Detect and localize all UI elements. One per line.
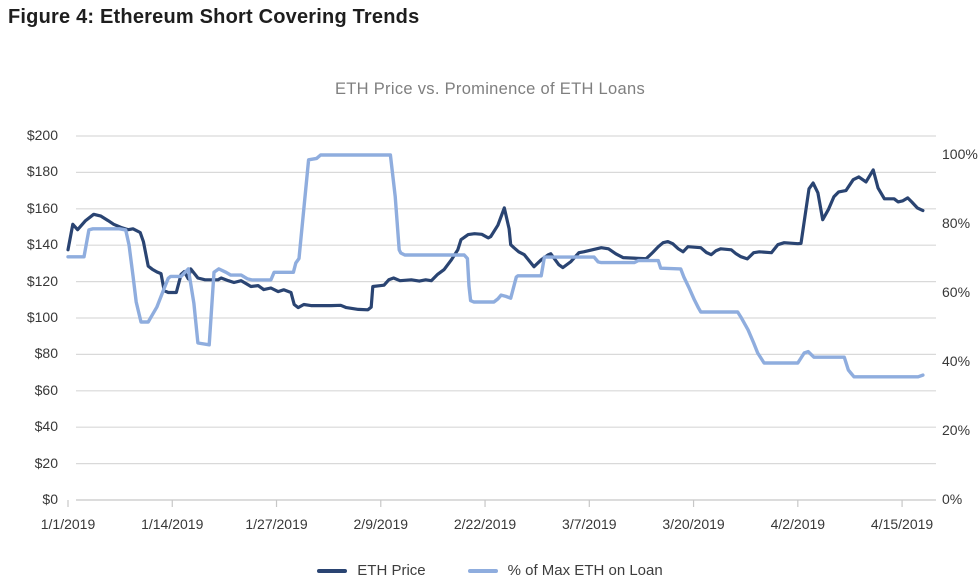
y-axis-left-label: $100 (26, 309, 58, 325)
x-axis-label: 3/7/2019 (562, 516, 617, 532)
y-axis-left-label: $200 (26, 127, 58, 143)
y-axis-right-label: 60% (942, 284, 971, 300)
legend-label-eth-price: ETH Price (357, 562, 426, 579)
y-axis-left-label: $20 (34, 454, 58, 471)
series-line-loan-pct (66, 153, 925, 379)
legend-item-loan-pct: % of Max ETH on Loan (467, 562, 663, 579)
y-axis-right-label: 20% (942, 422, 971, 438)
x-axis-label: 4/15/2019 (870, 516, 934, 532)
y-axis-left-label: $140 (26, 236, 58, 253)
y-axis-left-label: $160 (26, 199, 58, 216)
y-axis-left-label: $60 (34, 381, 58, 398)
legend-swatch-loan-pct (467, 568, 498, 573)
series-line-eth-price (66, 168, 925, 312)
y-axis-right-label: 40% (942, 353, 971, 369)
x-axis-label: 3/20/2019 (662, 516, 725, 532)
x-axis-label: 1/27/2019 (245, 516, 308, 532)
y-axis-left-label: $180 (26, 163, 58, 180)
legend: ETH Price % of Max ETH on Loan (0, 562, 980, 579)
x-axis-label: 1/1/2019 (40, 516, 96, 532)
y-axis-right-label: 0% (942, 491, 963, 507)
y-axis-left-label: $40 (34, 418, 58, 435)
y-axis-right-label: 100% (942, 146, 978, 162)
chart-title: ETH Price vs. Prominence of ETH Loans (334, 80, 646, 98)
y-axis-right-label: 80% (942, 215, 971, 231)
y-axis-left-label: $0 (42, 491, 58, 507)
figure-title: Figure 4: Ethereum Short Covering Trends (8, 6, 420, 28)
y-axis-left-label: $120 (26, 272, 58, 289)
x-axis-label: 2/22/2019 (453, 516, 517, 532)
y-axis-left-label: $80 (34, 345, 58, 362)
legend-swatch-eth-price (317, 568, 348, 573)
x-axis-label: 4/2/2019 (770, 516, 826, 532)
x-axis-label: 1/14/2019 (141, 516, 204, 532)
legend-label-loan-pct: % of Max ETH on Loan (507, 562, 663, 579)
x-axis-label: 2/9/2019 (353, 516, 409, 532)
legend-item-eth-price: ETH Price (317, 562, 426, 579)
